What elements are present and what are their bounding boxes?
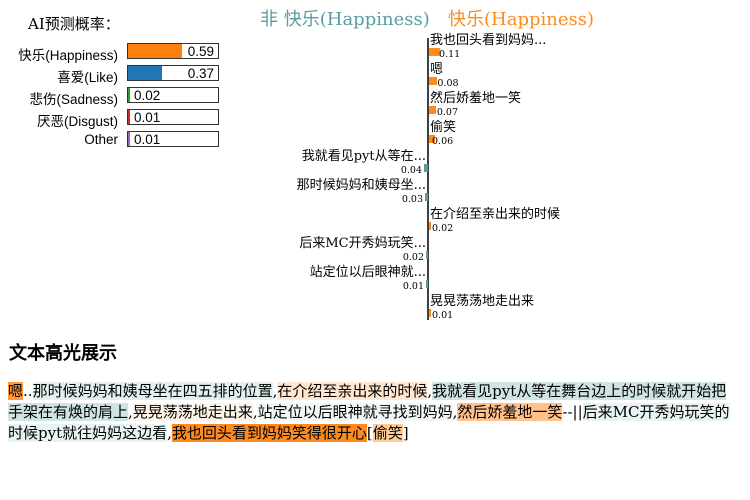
text-segment: , [128, 403, 133, 421]
prediction-bar: 0.02 [127, 87, 219, 103]
prediction-label: Other [84, 132, 118, 147]
prediction-row: Other 0.01 [0, 131, 240, 149]
text-segment: , [167, 424, 172, 442]
chart-bar [424, 164, 428, 172]
prediction-label: 悲伤(Sadness) [29, 92, 118, 107]
text-segment: , [452, 403, 458, 421]
prediction-value: 0.01 [134, 110, 161, 125]
text-segment: [ [366, 424, 373, 442]
chart-value-label: 0.08 [437, 78, 458, 89]
text-segment: 然后娇羞地一笑 [457, 403, 563, 421]
chart-value-label: 0.07 [437, 107, 458, 118]
text-segment: 那时候妈妈和姨母坐在四五排的位置 [32, 382, 273, 400]
prediction-label: 喜爱(Like) [57, 70, 118, 85]
chart-category-label: 我就看见pyt从等在... [302, 148, 426, 164]
text-segment: , [272, 382, 278, 400]
chart-category-label: 晃晃荡荡地走出来 [430, 294, 534, 309]
chart-bar [429, 135, 435, 143]
text-segment: , [252, 403, 258, 421]
text-segment: 偷笑 [372, 424, 403, 442]
text-segment: 嗯 [8, 382, 24, 400]
chart-category-label: 然后娇羞地一笑 [430, 90, 521, 106]
prediction-bar-fill [128, 66, 162, 80]
text-segment: --|| [562, 403, 583, 421]
chart-bar [429, 106, 436, 114]
chart-category-label: 在介绍至亲出来的时候 [430, 206, 560, 222]
prediction-row: 悲伤(Sadness) 0.02 [0, 87, 240, 107]
chart-bar [426, 251, 428, 259]
prediction-panel: AI预测概率： 快乐(Happiness) 0.59 喜爱(Like) 0.37 悲伤(… [0, 0, 240, 160]
prediction-bar: 0.37 [127, 65, 219, 81]
chart-category-label: 后来MC开秀妈玩笑... [299, 235, 426, 251]
prediction-value: 0.01 [134, 132, 161, 147]
chart-category-label: 偷笑 [430, 119, 456, 135]
highlighted-text: 嗯..那时候妈妈和姨母坐在四五排的位置,在介绍至亲出来的时候,我就看见pyt从等… [8, 381, 740, 444]
chart-category-label: 我也回头看到妈妈... [430, 32, 546, 48]
chart-value-label: 0.01 [432, 310, 453, 321]
legend-positive: 快乐(Happiness) [448, 9, 594, 30]
prediction-row: 厌恶(Disgust) 0.01 [0, 109, 240, 129]
text-segment: .. [23, 382, 33, 400]
chart-category-label: 那时候妈妈和姨母坐... [297, 178, 426, 193]
chart-value-label: 0.06 [432, 136, 453, 147]
prediction-title: AI预测概率： [28, 15, 120, 33]
chart-value-label: 0.01 [403, 281, 424, 292]
prediction-bar: 0.01 [127, 109, 219, 125]
prediction-bar: 0.59 [127, 43, 219, 59]
chart-bar [429, 48, 440, 56]
chart-value-label: 0.04 [401, 165, 422, 176]
prediction-row: 快乐(Happiness) 0.59 [0, 43, 240, 63]
chart-bar [426, 280, 428, 288]
chart-category-label: 站定位以后眼神就... [310, 265, 426, 280]
prediction-value: 0.37 [187, 66, 214, 81]
prediction-row: 喜爱(Like) 0.37 [0, 65, 240, 85]
prediction-value: 0.02 [134, 88, 161, 103]
text-segment: 我也回头看到妈妈笑得很开心 [171, 424, 367, 442]
chart-value-label: 0.02 [432, 223, 453, 234]
chart-category-label: 嗯 [430, 62, 443, 77]
text-segment: ] [402, 424, 409, 442]
prediction-bar-fill [128, 88, 130, 102]
prediction-label: 快乐(Happiness) [18, 48, 118, 63]
text-segment: 在介绍至亲出来的时候 [277, 382, 428, 400]
text-segment: , [427, 382, 433, 400]
chart-value-label: 0.11 [439, 49, 460, 60]
prediction-bar: 0.01 [127, 131, 219, 147]
text-segment: 晃晃荡荡地走出来 [132, 403, 253, 421]
legend-negative: 非 快乐(Happiness) [260, 9, 430, 30]
chart-value-label: 0.02 [403, 252, 424, 263]
section-title: 文本高光展示 [9, 343, 117, 364]
chart-bar [425, 193, 428, 201]
chart-value-label: 0.03 [402, 194, 423, 205]
prediction-bar-fill [128, 110, 130, 124]
text-segment: 站定位以后眼神就寻找到妈妈 [257, 403, 453, 421]
prediction-value: 0.59 [187, 44, 214, 59]
chart-bar [429, 77, 437, 85]
prediction-label: 厌恶(Disgust) [36, 114, 118, 129]
prediction-bar-fill [128, 44, 182, 58]
prediction-bar-fill [128, 132, 130, 146]
chart-bar [429, 222, 431, 230]
chart-bar [429, 309, 431, 317]
